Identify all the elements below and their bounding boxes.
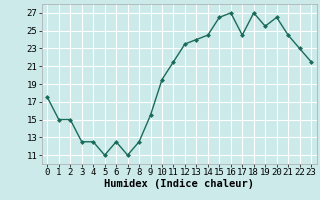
X-axis label: Humidex (Indice chaleur): Humidex (Indice chaleur)	[104, 179, 254, 189]
